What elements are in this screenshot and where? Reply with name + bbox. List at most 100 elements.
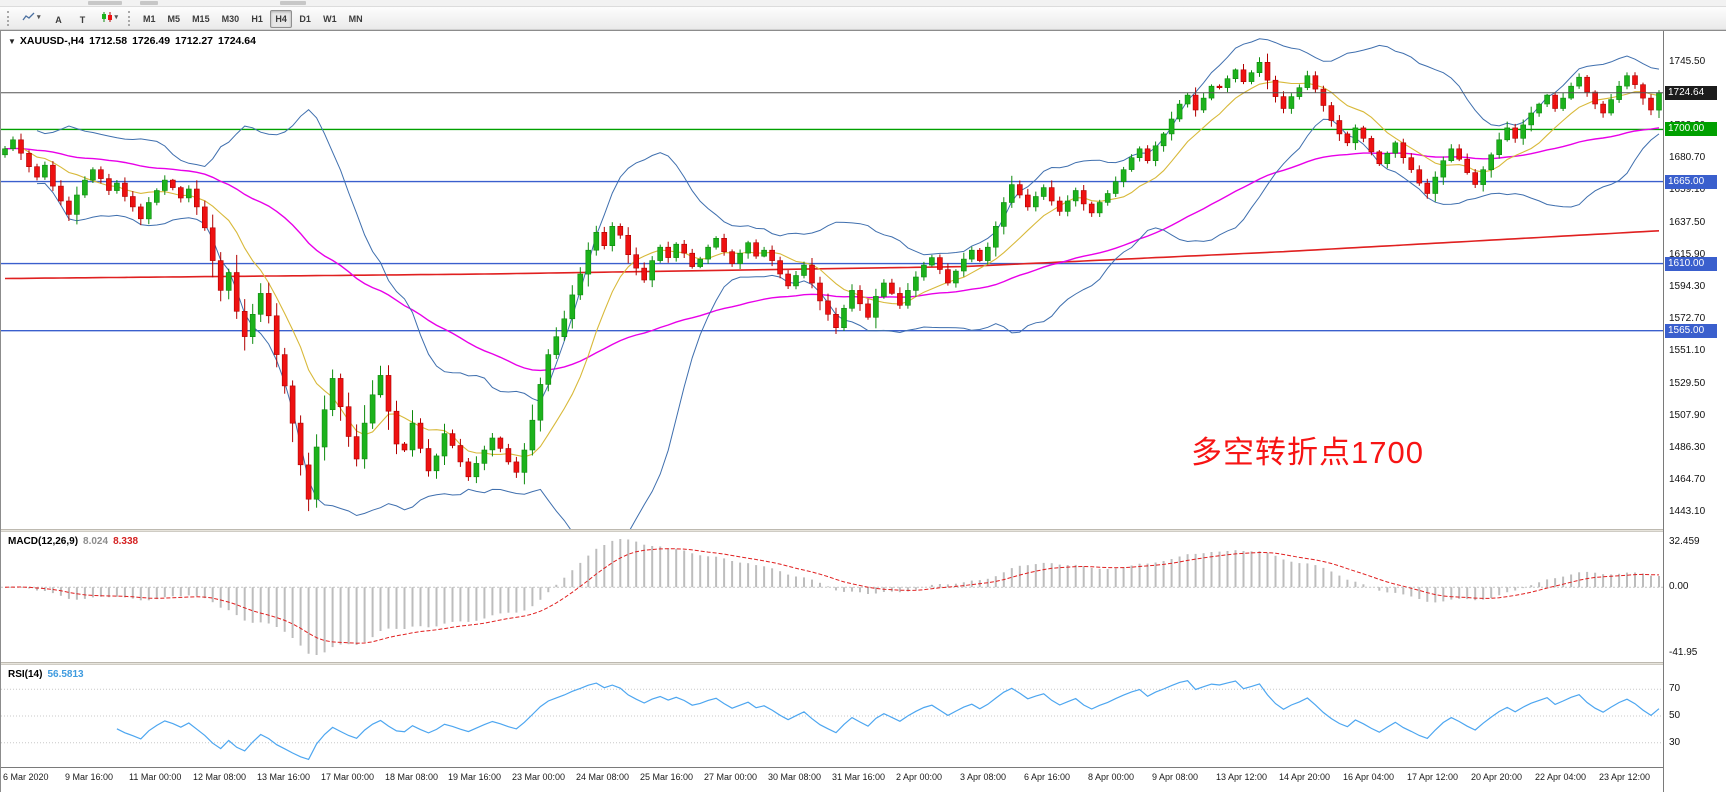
high-value: 1726.49 <box>132 35 171 47</box>
line-chart-icon <box>22 12 35 20</box>
cropped-toolbar-row <box>0 0 1726 7</box>
time-axis-label: 31 Mar 16:00 <box>832 772 886 782</box>
price-scale-label: 1680.70 <box>1669 152 1706 163</box>
chart-toolbar: ▾ A T ▾ M1 M5 M15 M30 H1 H4 D1 W1 MN <box>0 7 1726 30</box>
toolbar-grip[interactable] <box>128 10 133 26</box>
macd-histogram <box>12 539 1660 655</box>
time-axis-label: 16 Apr 04:00 <box>1343 772 1395 782</box>
rsi-label: RSI(14) 56.5813 <box>8 669 89 680</box>
slow-ema-line[interactable] <box>4 127 1660 372</box>
macd-signal-line <box>4 548 1660 644</box>
time-axis-label: 3 Apr 08:00 <box>960 772 1007 782</box>
rsi-scale-50: 50 <box>1669 710 1681 721</box>
text-tool-button[interactable]: A <box>48 11 70 29</box>
time-axis-label: 8 Apr 00:00 <box>1088 772 1135 782</box>
price-scale-label: 1637.50 <box>1669 217 1706 228</box>
chart-window: 6 Mar 2020 9 Mar 16:00 11 Mar 00:00 12 Mar … <box>0 30 1726 792</box>
macd-pane[interactable] <box>1 532 1663 662</box>
price-scale[interactable]: 1745.501723.901702.301680.701659.101637.… <box>1663 31 1726 792</box>
drawing-tools-group: ▾ A T ▾ <box>16 8 124 29</box>
price-scale-label: 1443.10 <box>1669 506 1706 517</box>
chart-annotation[interactable]: 多空转折点1700 <box>1191 435 1424 470</box>
main-price-pane[interactable] <box>1 31 1663 529</box>
time-axis-label: 13 Apr 12:00 <box>1216 772 1268 782</box>
macd-signal-value: 8.338 <box>113 536 139 547</box>
price-scale-label: 1659.10 <box>1669 184 1706 195</box>
cropped-icon <box>140 1 158 5</box>
time-axis-label: 6 Apr 16:00 <box>1024 772 1071 782</box>
time-axis-label: 2 Apr 00:00 <box>896 772 943 782</box>
long-ma-line[interactable] <box>4 230 1660 280</box>
macd-name: MACD(12,26,9) <box>8 536 79 547</box>
type-tool-glyph: T <box>79 14 86 25</box>
time-axis-label: 11 Mar 00:00 <box>129 772 182 782</box>
time-axis-label: 6 Mar 2020 <box>3 772 49 782</box>
toolbar-grip[interactable] <box>7 10 12 26</box>
cropped-icon <box>280 1 306 5</box>
price-scale-label: 1464.70 <box>1669 474 1706 485</box>
chart-title: ▼ XAUUSD-,H4 1712.58 1726.49 1712.27 1724.64 <box>8 35 261 47</box>
time-axis-label: 24 Mar 08:00 <box>576 772 630 782</box>
rsi-pane[interactable] <box>1 665 1663 767</box>
time-axis-label: 17 Mar 00:00 <box>321 772 375 782</box>
type-tool-button[interactable]: T <box>72 11 94 29</box>
open-value: 1712.58 <box>89 35 128 47</box>
macd-main-value: 8.024 <box>83 536 109 547</box>
bollinger-upper-band[interactable] <box>36 38 1660 403</box>
pane-splitter[interactable] <box>1 529 1663 532</box>
time-axis-label: 25 Mar 16:00 <box>640 772 694 782</box>
time-axis-label: 27 Mar 00:00 <box>704 772 758 782</box>
time-axis-label: 13 Mar 16:00 <box>257 772 311 782</box>
time-axis-label: 22 Apr 04:00 <box>1535 772 1587 782</box>
tf-button-w1[interactable]: W1 <box>318 10 342 28</box>
candles[interactable] <box>2 53 1662 512</box>
time-axis-label: 9 Apr 08:00 <box>1152 772 1199 782</box>
tf-button-mn[interactable]: MN <box>344 10 368 28</box>
candles-icon <box>101 11 112 22</box>
rsi-scale-70: 70 <box>1669 683 1681 694</box>
time-axis-label: 18 Mar 08:00 <box>385 772 439 782</box>
time-axis-label: 9 Mar 16:00 <box>65 772 114 782</box>
tf-button-h4[interactable]: H4 <box>270 9 293 28</box>
macd-label: MACD(12,26,9) 8.024 8.338 <box>8 536 143 547</box>
low-value: 1712.27 <box>175 35 214 47</box>
price-scale-label: 1615.90 <box>1669 249 1706 260</box>
chart-menu-button[interactable]: ▾ <box>17 8 46 26</box>
price-scale-label: 1486.30 <box>1669 442 1706 453</box>
tf-button-d1[interactable]: D1 <box>294 10 316 28</box>
level-badge-1665.00: 1665.00 <box>1665 175 1717 189</box>
time-axis-label: 12 Mar 08:00 <box>193 772 247 782</box>
price-scale-label: 1745.50 <box>1669 56 1706 67</box>
dropdown-caret-icon: ▾ <box>114 13 119 21</box>
time-axis-label: 30 Mar 08:00 <box>768 772 822 782</box>
tf-button-m30[interactable]: M30 <box>217 10 245 28</box>
time-axis[interactable]: 6 Mar 2020 9 Mar 16:00 11 Mar 00:00 12 Mar … <box>1 767 1663 792</box>
time-axis-label: 14 Apr 20:00 <box>1279 772 1331 782</box>
macd-scale-max: 32.459 <box>1669 536 1700 547</box>
price-scale-label: 1551.10 <box>1669 345 1706 356</box>
dropdown-caret-icon: ▾ <box>37 13 41 21</box>
fast-ma-line[interactable] <box>20 80 1660 458</box>
time-axis-label: 20 Apr 20:00 <box>1471 772 1523 782</box>
indicators-menu-button[interactable]: ▾ <box>96 8 124 26</box>
macd-scale-min: -41.95 <box>1669 647 1698 658</box>
rsi-line <box>116 680 1660 761</box>
time-axis-label: 23 Mar 00:00 <box>512 772 566 782</box>
collapse-chart-icon[interactable]: ▼ <box>8 37 16 46</box>
macd-scale-zero: 0.00 <box>1669 581 1689 592</box>
price-scale-label: 1572.70 <box>1669 313 1706 324</box>
rsi-scale-30: 30 <box>1669 737 1681 748</box>
tf-button-h1[interactable]: H1 <box>246 10 268 28</box>
price-scale-label: 1529.50 <box>1669 378 1706 389</box>
pane-splitter[interactable] <box>1 662 1663 665</box>
text-tool-glyph: A <box>55 14 62 25</box>
rsi-name: RSI(14) <box>8 669 43 680</box>
time-axis-label: 23 Apr 12:00 <box>1599 772 1651 782</box>
tf-button-m15[interactable]: M15 <box>187 10 215 28</box>
tf-button-m1[interactable]: M1 <box>138 10 161 28</box>
time-axis-label: 17 Apr 12:00 <box>1407 772 1459 782</box>
time-axis-label: 19 Mar 16:00 <box>448 772 502 782</box>
price-scale-label: 1594.30 <box>1669 281 1706 292</box>
tf-button-m5[interactable]: M5 <box>163 10 186 28</box>
